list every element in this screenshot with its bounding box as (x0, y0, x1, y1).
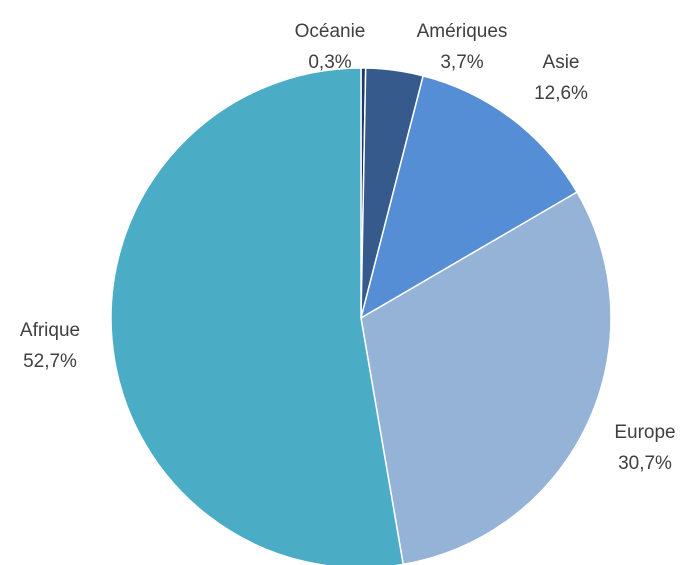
slice-label: Océanie (295, 21, 366, 42)
pie-slice (110, 67, 405, 565)
slice-value-label: 30,7% (618, 453, 672, 474)
slice-label: Asie (543, 52, 580, 73)
slice-value-label: 12,6% (534, 83, 588, 104)
slice-value-label: 0,3% (308, 52, 351, 73)
slice-label: Europe (614, 422, 675, 443)
slice-label: Amériques (417, 21, 508, 42)
pie-slice (360, 191, 612, 565)
pie-slice (359, 74, 579, 320)
slice-label: Afrique (20, 320, 80, 341)
slice-value-label: 3,7% (440, 52, 483, 73)
slice-value-label: 52,7% (23, 351, 77, 372)
